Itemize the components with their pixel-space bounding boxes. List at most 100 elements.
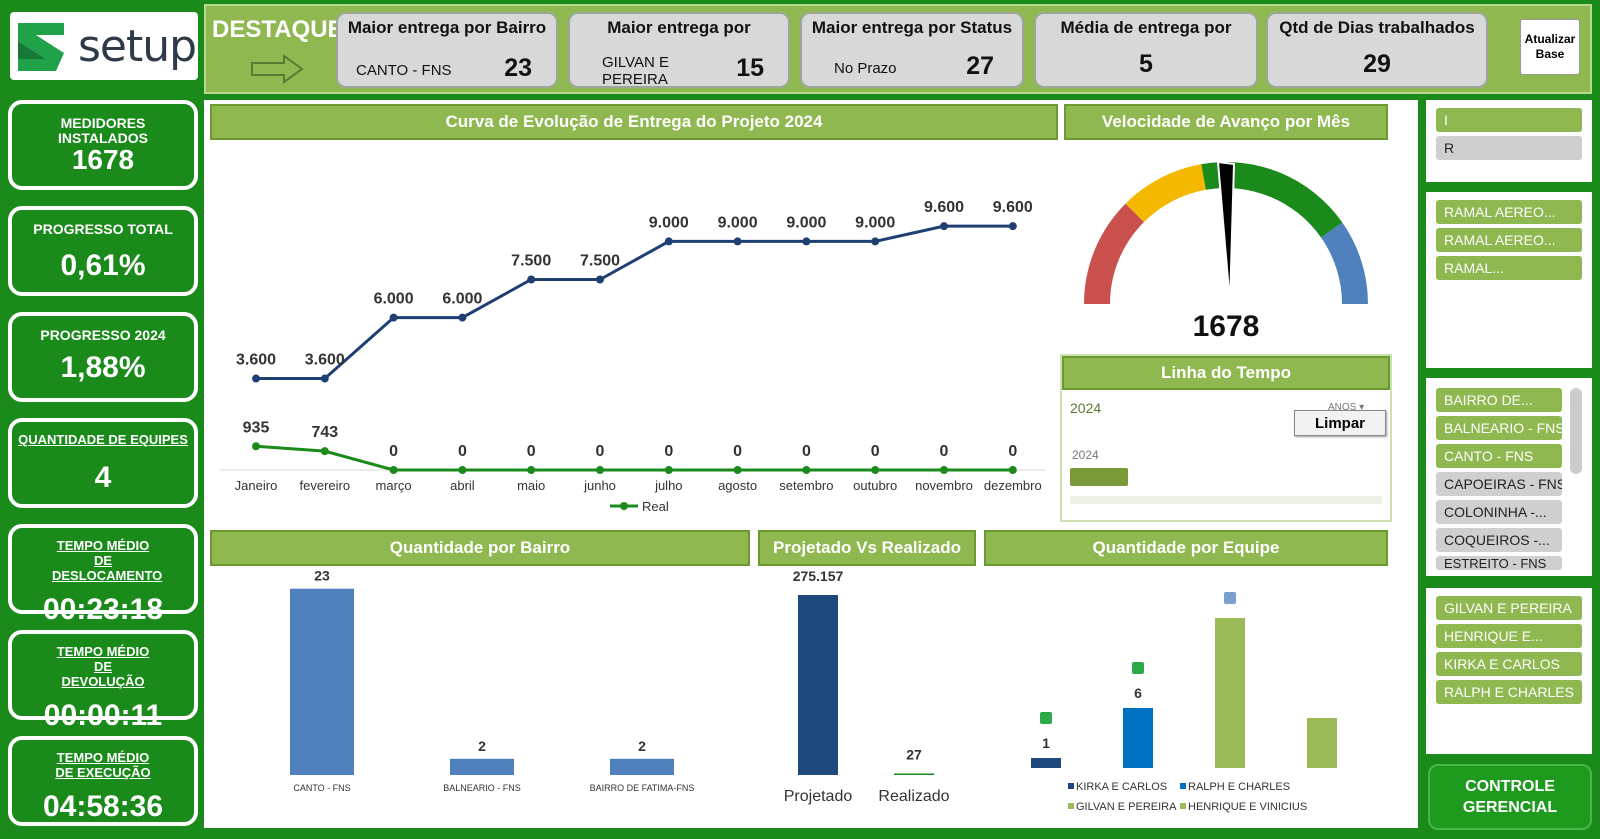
- data-point: [320, 447, 329, 456]
- timeline-scrollbar[interactable]: [1070, 496, 1382, 504]
- kpi-label: CANTO - FNS: [356, 62, 452, 79]
- data-point: [940, 466, 948, 474]
- card-deslocamento: TEMPO MÉDIO DE DESLOCAMENTO 00:23:18: [8, 524, 198, 626]
- slicer-item-status[interactable]: I: [1436, 108, 1582, 132]
- data-label: 3.600: [305, 352, 345, 369]
- data-label: 935: [243, 419, 270, 436]
- clear-button[interactable]: Limpar: [1294, 410, 1386, 436]
- data-label: 0: [458, 443, 467, 460]
- header-proj: Projetado Vs Realizado: [758, 530, 976, 566]
- x-tick-label: Projetado: [784, 788, 853, 805]
- slicer-item-bairro[interactable]: COLONINHA -...: [1436, 500, 1562, 524]
- gauge-segment: [1125, 164, 1206, 222]
- card-value: 00:00:11: [43, 699, 163, 732]
- data-point: [733, 237, 742, 246]
- slicer-item-bairro[interactable]: ESTREITO - FNS: [1436, 556, 1562, 570]
- header-bairro: Quantidade por Bairro: [210, 530, 750, 566]
- slicer-item-equipe[interactable]: KIRKA E CARLOS: [1436, 652, 1582, 676]
- slicer-status: I R: [1426, 100, 1592, 182]
- data-point: [664, 237, 673, 246]
- bar-value-label: 1: [1042, 735, 1050, 751]
- kpi-title: Maior entrega por Bairro: [347, 18, 547, 37]
- header-speed: Velocidade de Avanço por Mês: [1064, 104, 1388, 140]
- kpi-bairro: Maior entrega por Bairro CANTO - FNS 23: [336, 12, 558, 88]
- x-tick-label: CANTO - FNS: [293, 783, 350, 793]
- data-point: [320, 374, 329, 383]
- data-label: 0: [596, 443, 605, 460]
- slicer-item-bairro[interactable]: CANTO - FNS: [1436, 444, 1562, 468]
- legend-swatch: [1068, 783, 1074, 789]
- slicer-item-equipe[interactable]: GILVAN E PEREIRA: [1436, 596, 1582, 620]
- anos-label: ANOS: [1328, 402, 1357, 413]
- legend-label: HENRIQUE E VINICIUS: [1188, 801, 1307, 813]
- header-equipe: Quantidade por Equipe: [984, 530, 1388, 566]
- kpi-title: Média de entrega por: [1060, 18, 1232, 37]
- bar-value-label: 2: [638, 738, 646, 754]
- data-point: [527, 275, 536, 284]
- line-chart: 3.600 3.600 6.000 6.000 7.500 7.500 9.000 9.000…: [220, 199, 1046, 514]
- data-label: 0: [733, 443, 742, 460]
- data-point: [527, 466, 536, 474]
- card-devolucao: TEMPO MÉDIO DE DEVOLUÇÃO 00:00:11: [8, 630, 198, 732]
- bar-value-label: 2: [478, 738, 486, 754]
- equipe-chart: 1 6 KIRKA E CARLOS RALPH E CHARLES GILVAN E …: [1031, 592, 1337, 813]
- bar: [1123, 708, 1153, 768]
- proj-chart: 275.157 Projetado 27 Realizado: [784, 568, 950, 805]
- main-panel: Curva de Evolução de Entrega do Projeto …: [204, 100, 1418, 828]
- data-label: 7.500: [580, 253, 620, 270]
- card-execucao: TEMPO MÉDIO DE EXECUÇÃO 04:58:36: [8, 736, 198, 826]
- chevron-down-icon: ▾: [1359, 402, 1365, 413]
- x-tick-label: BALNEARIO - FNS: [443, 783, 521, 793]
- x-tick-label: BAIRRO DE FATIMA-FNS: [590, 783, 695, 793]
- x-tick-label: junho: [583, 478, 616, 493]
- slicer-item-tipo[interactable]: RAMAL...: [1436, 256, 1582, 280]
- slicer-item-status[interactable]: R: [1436, 136, 1582, 160]
- destaque-title: DESTAQUE: [212, 16, 344, 43]
- x-tick-label: Realizado: [878, 788, 949, 805]
- data-label: 743: [311, 424, 338, 441]
- timeline-selected-period[interactable]: [1070, 468, 1128, 486]
- x-tick-label: maio: [517, 478, 545, 493]
- data-label: 0: [389, 443, 398, 460]
- data-point: [596, 275, 604, 284]
- slicer-item-equipe[interactable]: RALPH E CHARLES: [1436, 680, 1582, 704]
- kpi-value: 29: [1363, 50, 1391, 78]
- refresh-base-button[interactable]: Atualizar Base: [1520, 19, 1580, 75]
- kpi-value: 23: [504, 54, 532, 82]
- data-label: 9.000: [718, 214, 758, 231]
- data-label: 9.000: [855, 214, 895, 231]
- x-tick-label: julho: [654, 478, 682, 493]
- slicer-item-bairro[interactable]: COQUEIROS -...: [1436, 528, 1562, 552]
- kpi-title: Maior entrega por Status: [811, 18, 1013, 37]
- controle-gerencial-button[interactable]: CONTROLE GERENCIAL: [1428, 764, 1592, 830]
- data-point: [871, 466, 880, 474]
- slicer-item-bairro[interactable]: BALNEARIO - FNS: [1436, 416, 1562, 440]
- data-label: 6.000: [442, 291, 482, 308]
- data-point: [733, 466, 742, 474]
- card-value: 4: [94, 461, 112, 494]
- card-value: 00:23:18: [42, 593, 164, 626]
- card-title: TEMPO MÉDIO DE DEVOLUÇÃO: [56, 644, 150, 689]
- slicer-item-bairro[interactable]: BAIRRO DE...: [1436, 388, 1562, 412]
- card-equipes: QUANTIDADE DE EQUIPES 4: [8, 418, 198, 508]
- data-label: 9.600: [993, 199, 1033, 216]
- gauge-segment: [1321, 222, 1368, 304]
- slicer-item-equipe[interactable]: HENRIQUE E...: [1436, 624, 1582, 648]
- legend-label: Real: [642, 499, 669, 514]
- data-label: 0: [664, 443, 673, 460]
- card-title: TEMPO MÉDIO DE DESLOCAMENTO: [52, 538, 163, 583]
- kpi-status: Maior entrega por Status No Prazo 27: [800, 12, 1024, 88]
- x-tick-label: fevereiro: [300, 478, 351, 493]
- slicer-item-tipo[interactable]: RAMAL AEREO...: [1436, 228, 1582, 252]
- x-tick-label: Janeiro: [235, 478, 278, 493]
- card-title: MEDIDORES INSTALADOS: [58, 115, 148, 146]
- data-point: [389, 313, 398, 322]
- timeline-anos-dropdown[interactable]: ANOS ▾: [1328, 402, 1364, 413]
- slicer-item-bairro[interactable]: CAPOEIRAS - FNS: [1436, 472, 1562, 496]
- legend-label: RALPH E CHARLES: [1188, 781, 1290, 793]
- slicer-scrollbar[interactable]: [1570, 388, 1582, 474]
- bar: [1307, 718, 1337, 768]
- data-point: [596, 466, 604, 474]
- kpi-value: 15: [736, 54, 764, 82]
- slicer-item-tipo[interactable]: RAMAL AEREO...: [1436, 200, 1582, 224]
